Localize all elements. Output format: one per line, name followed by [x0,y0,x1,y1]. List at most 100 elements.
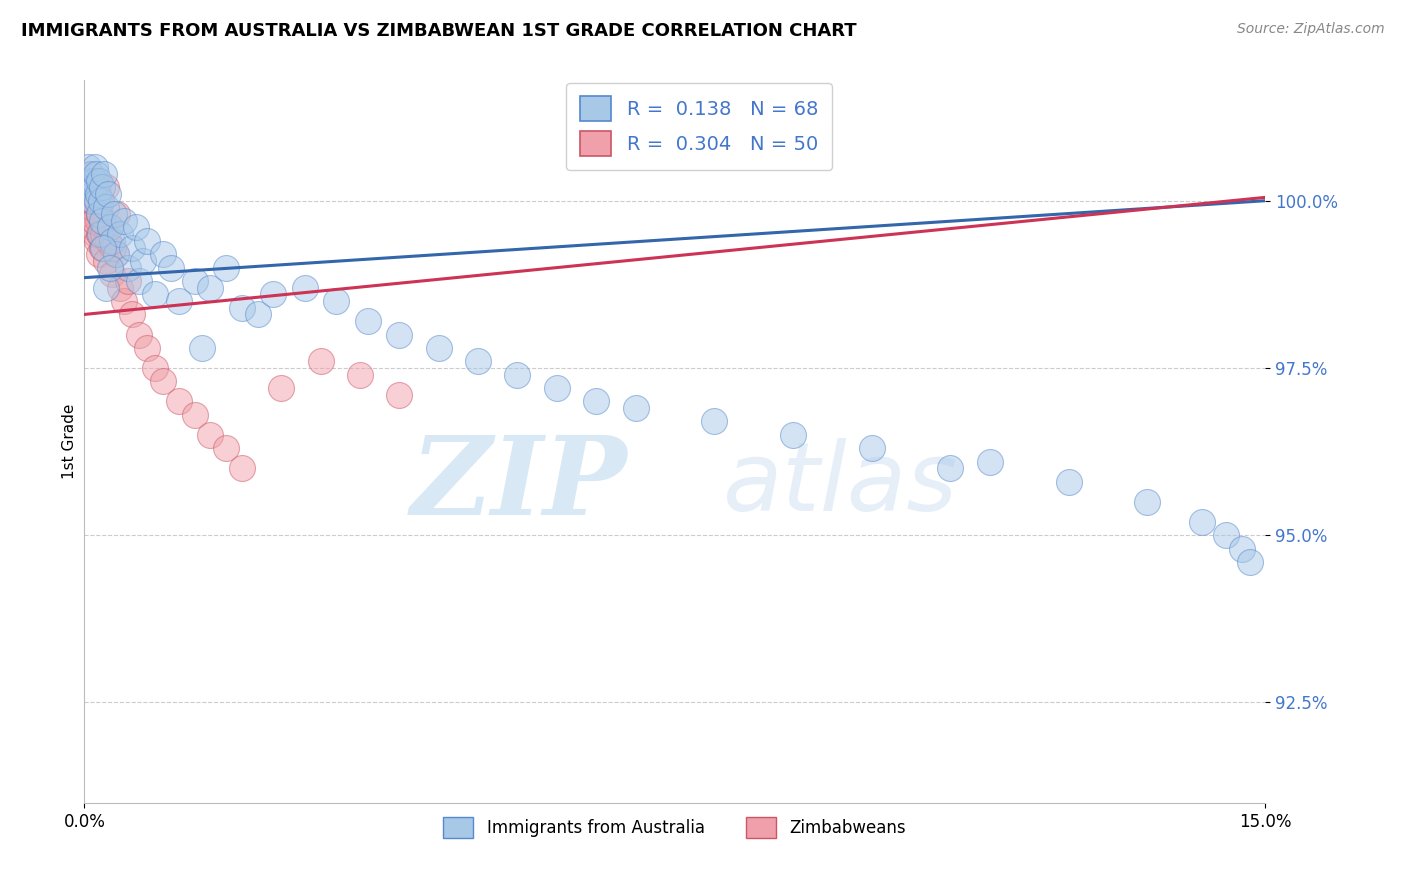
Point [200,280,222,294]
Point [124,220,146,235]
Point [96,280,118,294]
Point [152,374,174,388]
Point [231,301,253,315]
Point [939,461,962,475]
Point [132,253,155,268]
Point [215,260,238,275]
Point [80,207,103,221]
Point [82,174,104,188]
Point [84,200,107,214]
Point [624,401,647,415]
Point [96,253,118,268]
Point [112,293,135,308]
Point [117,274,139,288]
Point [79,194,101,208]
Point [83,187,105,202]
Point [467,354,489,368]
Point [87,207,110,221]
Point [357,314,380,328]
Point [117,260,139,275]
Point [427,341,450,355]
Point [1136,494,1159,508]
Point [107,207,129,221]
Point [79,174,101,188]
Point [143,287,166,301]
Point [97,234,120,248]
Point [91,180,114,194]
Point [143,360,166,375]
Point [167,293,190,308]
Point [89,227,111,241]
Point [1215,528,1237,542]
Point [87,187,110,202]
Point [83,174,105,188]
Point [128,327,150,342]
Point [183,274,205,288]
Point [294,280,316,294]
Point [782,427,804,442]
Point [325,293,347,308]
Point [108,227,131,241]
Point [103,207,125,221]
Point [83,227,105,241]
Point [87,247,110,261]
Point [93,167,115,181]
Point [167,394,190,409]
Point [160,260,183,275]
Point [89,207,111,221]
Text: Source: ZipAtlas.com: Source: ZipAtlas.com [1237,22,1385,37]
Point [979,454,1001,468]
Point [388,387,411,401]
Point [89,227,111,241]
Point [98,220,121,235]
Point [77,180,100,194]
Point [191,341,214,355]
Point [108,280,131,294]
Point [83,213,105,227]
Point [136,234,159,248]
Point [94,200,117,214]
Y-axis label: 1st Grade: 1st Grade [62,404,77,479]
Point [91,240,114,254]
Point [80,167,103,181]
Text: atlas: atlas [723,438,957,532]
Point [79,200,101,214]
Point [200,427,222,442]
Point [104,247,127,261]
Point [121,308,143,322]
Point [103,240,125,254]
Point [152,247,174,261]
Point [585,394,607,409]
Point [246,308,269,322]
Point [231,461,253,475]
Point [84,174,107,188]
Text: IMMIGRANTS FROM AUSTRALIA VS ZIMBABWEAN 1ST GRADE CORRELATION CHART: IMMIGRANTS FROM AUSTRALIA VS ZIMBABWEAN … [21,22,856,40]
Point [91,227,114,241]
Point [1239,555,1261,569]
Point [349,368,371,382]
Point [112,213,135,227]
Point [90,240,112,254]
Point [89,207,111,221]
Point [82,220,104,235]
Point [93,220,115,235]
Legend: Immigrants from Australia, Zimbabweans: Immigrants from Australia, Zimbabweans [437,810,912,845]
Point [86,194,108,208]
Point [1191,515,1213,529]
Point [104,247,127,261]
Text: ZIP: ZIP [411,431,627,539]
Point [87,213,110,227]
Point [82,194,104,208]
Point [98,220,121,235]
Point [86,234,108,248]
Point [101,267,124,281]
Point [90,213,112,227]
Point [79,180,101,194]
Point [98,260,121,275]
Point [82,187,104,202]
Point [128,274,150,288]
Point [262,287,284,301]
Point [1230,541,1253,556]
Point [84,167,107,181]
Point [101,234,124,248]
